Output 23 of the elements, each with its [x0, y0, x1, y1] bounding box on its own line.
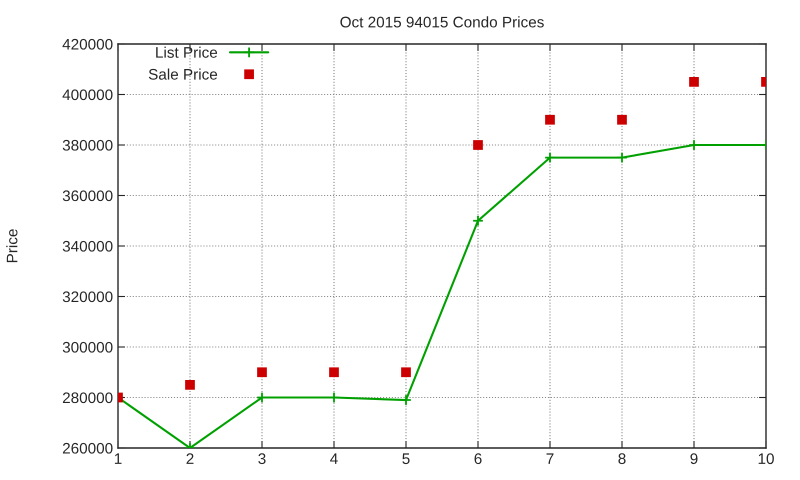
- x-tick-label: 2: [186, 453, 194, 464]
- x-tick-label: 5: [402, 453, 410, 464]
- x-tick-label: 4: [330, 453, 338, 464]
- y-tick-label: 340000: [62, 240, 113, 252]
- x-tick-label: 3: [258, 453, 266, 464]
- y-tick-label: 420000: [62, 38, 113, 50]
- y-tick-label: 320000: [62, 291, 113, 302]
- y-tick-label: 280000: [62, 392, 113, 404]
- x-tick-label: 7: [546, 453, 554, 464]
- x-tick-label: 6: [474, 453, 482, 464]
- legend-label: List Price: [156, 46, 218, 58]
- x-tick-label: 10: [758, 453, 774, 464]
- legend-label: Sale Price: [148, 68, 218, 80]
- y-tick-label: 260000: [62, 442, 113, 454]
- x-tick-label: 8: [618, 453, 626, 464]
- x-tick-label: 1: [114, 453, 122, 464]
- y-tick-label: 380000: [62, 140, 113, 151]
- y-tick-label: 360000: [62, 190, 113, 202]
- x-tick-label: 9: [690, 453, 698, 464]
- y-axis-title: Price: [6, 229, 18, 262]
- y-tick-label: 400000: [62, 89, 113, 100]
- chart-title: Oct 2015 94015 Condo Prices: [340, 16, 544, 28]
- y-tick-label: 300000: [62, 342, 113, 353]
